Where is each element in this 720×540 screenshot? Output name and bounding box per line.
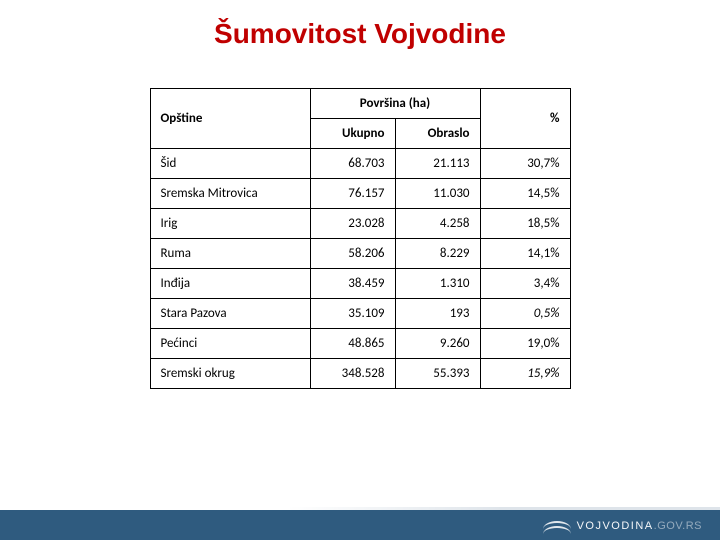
- cell-obraslo: 9.260: [395, 329, 480, 359]
- cell-opstina: Sremska Mitrovica: [150, 179, 310, 209]
- cell-opstina: Pećinci: [150, 329, 310, 359]
- col-header-obraslo: Obraslo: [395, 119, 480, 149]
- cell-pct: 19,0%: [480, 329, 570, 359]
- cell-obraslo: 21.113: [395, 149, 480, 179]
- waves-icon: [543, 518, 571, 534]
- table-row: Sremski okrug348.52855.39315,9%: [150, 359, 570, 389]
- cell-obraslo: 11.030: [395, 179, 480, 209]
- cell-obraslo: 4.258: [395, 209, 480, 239]
- data-table: Opštine Površina (ha) % Ukupno Obraslo Š…: [150, 88, 571, 389]
- footer-brand-suffix: .GOV.RS: [654, 520, 702, 532]
- cell-ukupno: 348.528: [310, 359, 395, 389]
- cell-ukupno: 35.109: [310, 299, 395, 329]
- cell-pct: 0,5%: [480, 299, 570, 329]
- cell-pct: 30,7%: [480, 149, 570, 179]
- cell-ukupno: 38.459: [310, 269, 395, 299]
- cell-pct: 15,9%: [480, 359, 570, 389]
- cell-pct: 18,5%: [480, 209, 570, 239]
- footer-logo: VOJVODINA.GOV.RS: [543, 518, 702, 534]
- table-row: Stara Pazova35.1091930,5%: [150, 299, 570, 329]
- footer-brand-text: VOJVODINA.GOV.RS: [577, 520, 702, 532]
- cell-obraslo: 55.393: [395, 359, 480, 389]
- footer-main: VOJVODINA.GOV.RS: [0, 510, 720, 540]
- cell-opstina: Ruma: [150, 239, 310, 269]
- table-row: Šid68.70321.11330,7%: [150, 149, 570, 179]
- cell-ukupno: 58.206: [310, 239, 395, 269]
- cell-obraslo: 1.310: [395, 269, 480, 299]
- cell-opstina: Irig: [150, 209, 310, 239]
- cell-opstina: Stara Pazova: [150, 299, 310, 329]
- cell-opstina: Šid: [150, 149, 310, 179]
- col-header-povrsina: Površina (ha): [310, 89, 480, 119]
- table-container: Opštine Površina (ha) % Ukupno Obraslo Š…: [0, 88, 720, 389]
- col-header-pct: %: [480, 89, 570, 149]
- cell-ukupno: 68.703: [310, 149, 395, 179]
- table-row: Sremska Mitrovica76.15711.03014,5%: [150, 179, 570, 209]
- col-header-ukupno: Ukupno: [310, 119, 395, 149]
- cell-obraslo: 193: [395, 299, 480, 329]
- table-row: Ruma58.2068.22914,1%: [150, 239, 570, 269]
- table-row: Irig23.0284.25818,5%: [150, 209, 570, 239]
- table-row: Inđija38.4591.3103,4%: [150, 269, 570, 299]
- cell-ukupno: 76.157: [310, 179, 395, 209]
- page-title: Šumovitost Vojvodine: [0, 0, 720, 50]
- col-header-opstine: Opštine: [150, 89, 310, 149]
- cell-ukupno: 48.865: [310, 329, 395, 359]
- cell-opstina: Sremski okrug: [150, 359, 310, 389]
- footer-bar: VOJVODINA.GOV.RS: [0, 498, 720, 540]
- cell-pct: 3,4%: [480, 269, 570, 299]
- footer-brand: VOJVODINA: [577, 520, 654, 532]
- cell-pct: 14,5%: [480, 179, 570, 209]
- cell-pct: 14,1%: [480, 239, 570, 269]
- cell-ukupno: 23.028: [310, 209, 395, 239]
- cell-obraslo: 8.229: [395, 239, 480, 269]
- cell-opstina: Inđija: [150, 269, 310, 299]
- table-row: Pećinci48.8659.26019,0%: [150, 329, 570, 359]
